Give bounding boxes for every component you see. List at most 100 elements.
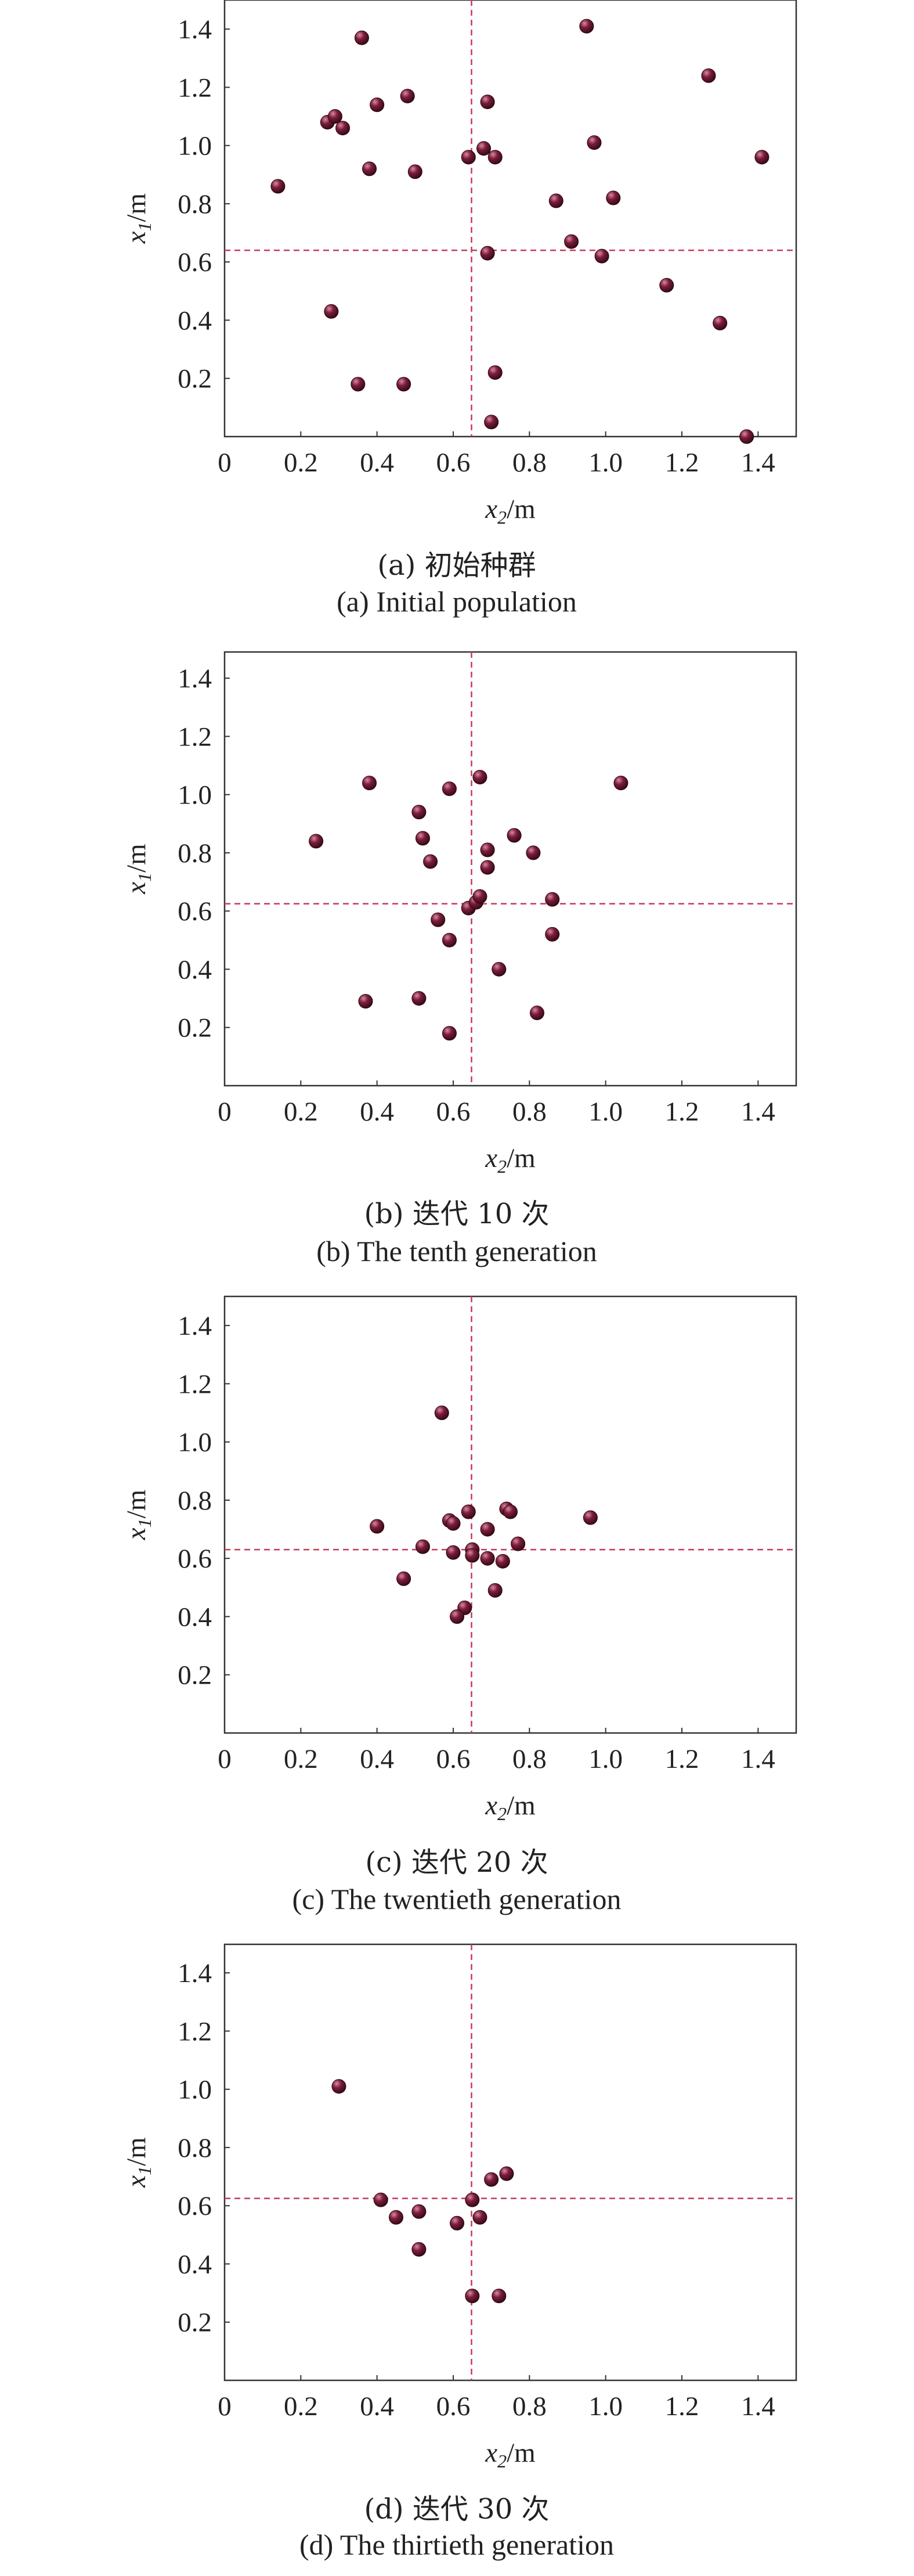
scatter-point (324, 304, 339, 319)
scatter-point (431, 912, 446, 927)
scatter-point (739, 429, 754, 444)
y-axis-label: x1/m (121, 1490, 155, 1541)
scatter-point (476, 141, 492, 156)
x-axis-label: x2/m (485, 494, 536, 528)
x-tick-label: 0.8 (512, 1744, 547, 1774)
plot-frame (223, 651, 797, 1087)
x-tick-label: 1.4 (741, 1744, 775, 1774)
y-tick-label: 0.8 (178, 2133, 212, 2163)
y-tick-label: 1.0 (178, 2075, 212, 2105)
scatter-point (415, 1539, 430, 1554)
scatter-point (442, 1026, 457, 1041)
scatter-point (480, 246, 495, 261)
scatter-point (472, 770, 487, 785)
scatter-point (411, 991, 427, 1006)
y-tick-label: 0.6 (178, 896, 212, 927)
scatter-point (396, 1571, 411, 1586)
caption-chinese: (b) 迭代 10 次 (364, 1198, 549, 1230)
x-tick-label: 0.4 (360, 2391, 394, 2422)
x-axis-label: x2/m (485, 1790, 536, 1824)
scatter-point (613, 776, 628, 791)
scatter-point (659, 278, 674, 293)
scatter-point (411, 2242, 427, 2257)
scatter-point (594, 248, 609, 264)
scatter-point (461, 150, 476, 165)
x-tick-label: 1.0 (588, 2391, 623, 2422)
y-tick-label: 0.2 (178, 2308, 212, 2338)
y-tick-label: 0.2 (178, 364, 212, 394)
x-tick-label: 1.4 (741, 2391, 775, 2422)
x-tick-label: 1.0 (588, 448, 623, 478)
y-tick-label: 1.4 (178, 1958, 212, 1988)
x-tick-label: 0 (218, 2391, 232, 2422)
scatter-point (484, 415, 499, 430)
scatter-point (362, 161, 377, 176)
x-axis-label: x2/m (485, 1143, 536, 1177)
x-tick-label: 1.4 (741, 448, 775, 478)
y-tick-label: 1.2 (178, 73, 212, 103)
x-tick-label: 1.2 (665, 2391, 699, 2422)
x-tick-label: 1.2 (665, 1097, 699, 1127)
scatter-point (465, 2289, 480, 2304)
scatter-point (351, 377, 366, 392)
x-tick-label: 0.6 (436, 1097, 471, 1127)
y-tick-label: 0.8 (178, 189, 212, 219)
scatter-point (548, 193, 563, 208)
scatter-point (450, 1609, 465, 1624)
plot-frame (223, 0, 797, 438)
x-axis-label: x2/m (485, 2438, 536, 2471)
scatter-point (389, 2210, 403, 2225)
scatter-point (480, 1522, 495, 1537)
panel-a: 0 0.2 0.4 0.6 0.8 1.0 1.2 1.4 0.2 0.4 0.6 0.8 1.0 1.2… (121, 0, 797, 618)
y-tick-label: 1.4 (178, 1311, 212, 1341)
scatter-point (472, 889, 487, 904)
scatter-point (492, 2289, 507, 2304)
scatter-point (480, 94, 495, 109)
scatter-point (358, 994, 373, 1009)
scatter-point (480, 1551, 495, 1566)
plot-frame (223, 1295, 797, 1734)
y-tick-label: 0.4 (178, 954, 212, 985)
x-tick-label: 0.8 (512, 1097, 547, 1127)
y-tick-label: 0.6 (178, 247, 212, 278)
x-tick-label: 0.2 (284, 2391, 318, 2422)
caption-chinese: (a) 初始种群 (377, 549, 536, 582)
y-tick-label: 0.6 (178, 1544, 212, 1574)
scatter-point (529, 1006, 544, 1021)
scatter-point (465, 1548, 480, 1563)
y-axis-label: x1/m (121, 844, 155, 895)
scatter-point (309, 834, 324, 849)
scatter-point (713, 315, 728, 330)
y-tick-label: 0.4 (178, 1602, 212, 1632)
x-tick-label: 1.4 (741, 1097, 775, 1127)
y-tick-label: 0.4 (178, 305, 212, 336)
x-tick-label: 1.0 (588, 1744, 623, 1774)
y-tick-label: 0.6 (178, 2191, 212, 2221)
scatter-point (526, 845, 541, 860)
scatter-point (423, 854, 438, 869)
x-tick-label: 0.6 (436, 448, 471, 478)
scatter-point (465, 2192, 480, 2207)
scatter-point (327, 109, 342, 124)
caption-english: (b) The tenth generation (316, 1235, 597, 1267)
x-tick-label: 0.2 (284, 1097, 318, 1127)
scatter-point (446, 1516, 461, 1531)
x-tick-label: 1.2 (665, 1744, 699, 1774)
scatter-point (370, 97, 385, 112)
scatter-point (407, 164, 422, 179)
x-tick-label: 0.8 (512, 448, 547, 478)
plot-frame (223, 1943, 797, 2382)
scatter-point (487, 150, 503, 165)
scatter-point (487, 1583, 503, 1598)
scatter-point (492, 961, 507, 977)
panel-c: 0 0.2 0.4 0.6 0.8 1.0 1.2 1.4 0.2 0.4 0.6 0.8 1.0 1.2… (121, 1295, 797, 1915)
y-tick-label: 1.2 (178, 722, 212, 752)
x-tick-label: 0.4 (360, 448, 394, 478)
scatter-point (442, 781, 457, 797)
x-tick-label: 0.2 (284, 448, 318, 478)
x-tick-label: 0.4 (360, 1744, 394, 1774)
scatter-point (461, 1504, 476, 1519)
scatter-point (701, 68, 716, 83)
scatter-point (370, 1519, 385, 1534)
y-tick-label: 1.0 (178, 131, 212, 161)
